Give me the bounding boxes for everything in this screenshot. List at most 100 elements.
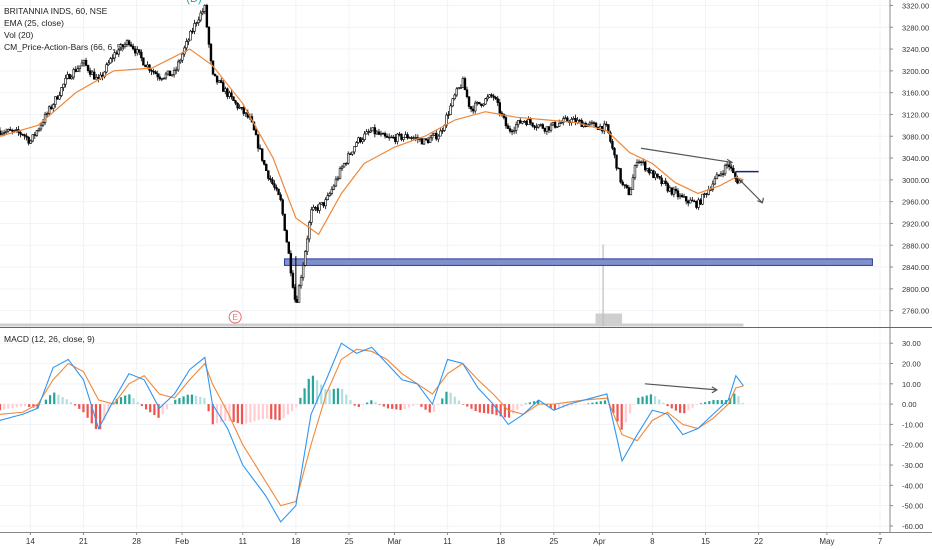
- price-tick-label: 2760.00: [902, 307, 929, 316]
- candle-body: [428, 137, 432, 143]
- volume-bars: [0, 244, 744, 327]
- candle-body: [445, 114, 448, 126]
- support-zone[interactable]: [283, 258, 873, 266]
- candle-body: [594, 122, 598, 128]
- histogram-bar: [382, 404, 385, 407]
- candle-body: [650, 170, 653, 174]
- legend-symbol[interactable]: BRITANNIA INDS, 60, NSE: [4, 6, 108, 16]
- candle-body: [482, 103, 485, 106]
- candle-body: [578, 119, 581, 122]
- candle-body: [695, 201, 698, 208]
- candle-body: [537, 124, 540, 128]
- candle-body: [523, 120, 526, 123]
- candle-body: [664, 180, 667, 184]
- histogram-bar: [457, 400, 461, 405]
- histogram-bar: [341, 388, 344, 405]
- candle-body: [4, 130, 8, 133]
- candle-body: [37, 128, 41, 131]
- macd-line: [0, 342, 744, 523]
- candle-body: [621, 181, 624, 185]
- candle-body: [187, 39, 190, 42]
- candle-body: [504, 117, 508, 127]
- histogram-bar: [520, 404, 523, 406]
- candle-body: [232, 96, 235, 102]
- candle-body: [285, 230, 288, 243]
- histogram-bar: [537, 400, 540, 405]
- candle-body: [84, 59, 88, 66]
- histogram-bar: [336, 388, 340, 405]
- candle-body: [408, 137, 411, 139]
- histogram-bar: [445, 391, 448, 405]
- histogram-bar: [645, 395, 648, 405]
- histogram-bar: [591, 402, 594, 405]
- candle-body: [545, 126, 549, 132]
- candle-body: [529, 119, 532, 124]
- histogram-bar: [99, 404, 102, 430]
- histogram-bar: [716, 400, 719, 405]
- histogram-bar: [532, 401, 536, 405]
- candle-body: [592, 122, 596, 124]
- histogram-bar: [616, 404, 619, 422]
- histogram-bar: [503, 404, 506, 418]
- candle-body: [310, 209, 313, 223]
- candle-body: [11, 130, 14, 132]
- histogram-bar: [320, 384, 323, 405]
- histogram-bar: [411, 404, 415, 406]
- candle-body: [297, 285, 301, 303]
- candle-body: [152, 71, 155, 73]
- candle-body: [467, 96, 471, 107]
- histogram-bar: [124, 395, 127, 405]
- candle-body: [144, 64, 147, 68]
- candle-body: [64, 77, 67, 85]
- histogram-bar: [220, 404, 223, 423]
- candle-body: [541, 124, 544, 129]
- candle-body: [295, 299, 299, 303]
- histogram-bar: [570, 404, 573, 406]
- time-tick-label: 11: [443, 537, 452, 546]
- candle-body: [682, 196, 686, 198]
- candle-body: [189, 30, 192, 41]
- candle-body: [734, 172, 737, 179]
- candle-body: [453, 94, 456, 99]
- histogram-bar: [119, 397, 123, 405]
- candle-body: [510, 130, 514, 133]
- histogram-bar: [240, 404, 244, 425]
- candle-body: [179, 59, 182, 63]
- histogram-bar: [553, 404, 557, 410]
- histogram-bar: [649, 394, 652, 405]
- candle-body: [439, 130, 442, 137]
- candle-body: [631, 177, 635, 190]
- histogram-bar: [704, 402, 707, 405]
- histogram-bar: [524, 403, 527, 405]
- signal-line: [0, 348, 744, 507]
- support-zone-rect: [283, 258, 873, 266]
- ema-polyline: [0, 48, 744, 236]
- candle-body: [58, 95, 61, 100]
- histogram-bar: [699, 403, 703, 405]
- histogram-bar: [182, 396, 185, 405]
- candle-body: [484, 98, 487, 105]
- histogram-bar: [395, 404, 398, 410]
- candle-body: [74, 69, 77, 72]
- candle-body: [277, 188, 280, 196]
- histogram-bar: [107, 404, 110, 412]
- candle-body: [312, 206, 315, 211]
- histogram-bar: [449, 392, 452, 405]
- candle-body: [551, 121, 555, 126]
- main-legend: BRITANNIA INDS, 60, NSE EMA (25, close) …: [4, 5, 124, 53]
- candle-body: [172, 70, 176, 75]
- legend-volume[interactable]: Vol (20): [4, 30, 34, 40]
- candle-body: [469, 106, 473, 110]
- candle-body: [572, 118, 575, 120]
- histogram-bar: [499, 404, 502, 417]
- candle-body: [588, 122, 592, 125]
- candle-body: [555, 126, 559, 128]
- candle-body: [217, 80, 221, 83]
- legend-ema[interactable]: EMA (25, close): [4, 18, 64, 28]
- candle-body: [547, 126, 551, 131]
- macd-legend[interactable]: MACD (12, 26, close, 9): [4, 334, 95, 344]
- histogram-bar: [424, 404, 427, 410]
- legend-cm-price-action[interactable]: CM_Price-Action-Bars (66, 6, 5): [4, 42, 125, 52]
